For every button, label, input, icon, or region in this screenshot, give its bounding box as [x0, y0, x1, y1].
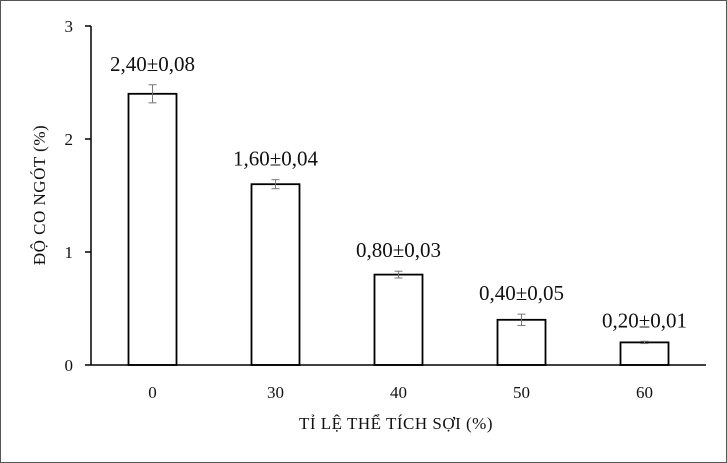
bar: [127, 92, 178, 366]
x-tick-label: 30: [267, 383, 284, 402]
y-tick-label: 3: [65, 17, 74, 36]
data-label: 0,80±0,03: [356, 238, 441, 262]
error-bars-layer: [148, 84, 649, 345]
y-tick-label: 0: [65, 356, 74, 375]
bar: [619, 341, 670, 366]
y-axis-title: ĐỘ CO NGÓT (%): [30, 125, 49, 265]
bar: [496, 318, 547, 366]
y-tick-label: 1: [65, 243, 74, 262]
data-label: 0,20±0,01: [602, 308, 687, 332]
bar: [250, 183, 301, 366]
x-tick-label: 60: [636, 383, 653, 402]
y-ticks-layer: 0 1 2 3: [65, 17, 91, 375]
x-ticks-layer: 0 30 40 50 60: [148, 383, 653, 402]
data-labels-layer: 2,40±0,08 1,60±0,04 0,80±0,03 0,40±0,05 0,20…: [110, 52, 687, 333]
x-tick-label: 50: [513, 383, 530, 402]
data-label: 1,60±0,04: [233, 147, 319, 171]
data-label: 2,40±0,08: [110, 52, 195, 76]
x-axis-title: TỈ LỆ THỂ TÍCH SỢI (%): [299, 414, 493, 433]
x-tick-label: 0: [148, 383, 157, 402]
data-label: 0,40±0,05: [479, 281, 564, 305]
x-tick-label: 40: [390, 383, 407, 402]
bar: [373, 273, 424, 366]
y-tick-label: 2: [65, 130, 74, 149]
bars-layer: [127, 92, 670, 366]
